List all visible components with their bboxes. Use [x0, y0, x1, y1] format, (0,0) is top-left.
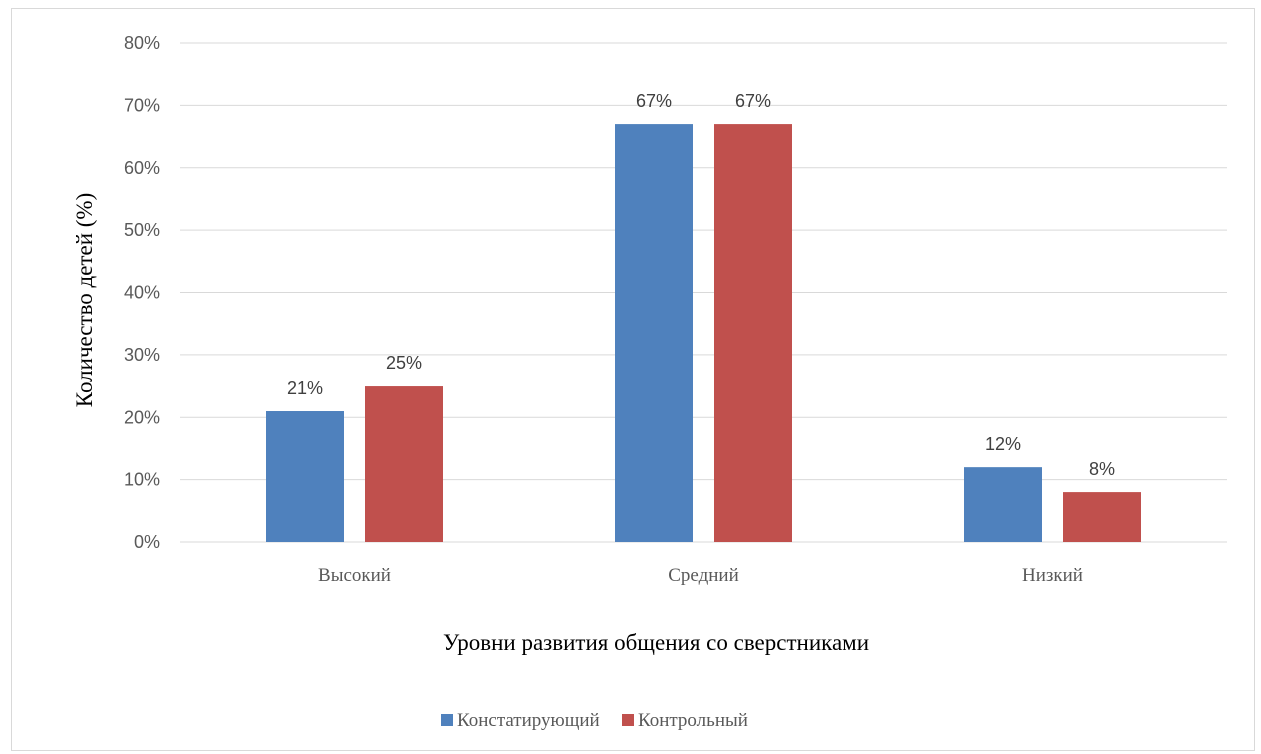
data-label: 67%	[735, 91, 771, 111]
legend-label: Констатирующий	[457, 710, 600, 731]
y-tick-label: 60%	[124, 158, 160, 178]
y-axis-title: Количество детей (%)	[72, 193, 97, 407]
y-tick-label: 80%	[124, 33, 160, 53]
y-tick-label: 50%	[124, 220, 160, 240]
x-category-label: Низкий	[1022, 565, 1083, 586]
legend-swatch	[441, 714, 453, 726]
data-label: 12%	[985, 434, 1021, 454]
y-tick-label: 70%	[124, 95, 160, 115]
y-tick-label: 10%	[124, 470, 160, 490]
bar	[615, 124, 693, 543]
bars	[266, 124, 1141, 543]
legend-label: Контрольный	[638, 710, 748, 731]
bar	[365, 386, 443, 542]
y-axis-ticks: 0% 10% 20% 30% 40% 50% 60% 70% 80%	[124, 33, 160, 552]
x-axis-title: Уровни развития общения со сверстниками	[443, 630, 869, 655]
bar	[714, 124, 792, 543]
data-label: 25%	[386, 353, 422, 373]
data-label: 21%	[287, 378, 323, 398]
y-tick-label: 40%	[124, 283, 160, 303]
x-category-label: Высокий	[318, 565, 391, 586]
data-labels: 21% 25% 67% 67% 12% 8%	[287, 91, 1115, 479]
bar	[964, 467, 1042, 542]
y-tick-label: 0%	[134, 532, 160, 552]
bar	[266, 411, 344, 542]
data-label: 8%	[1089, 459, 1115, 479]
y-tick-label: 20%	[124, 407, 160, 427]
y-tick-label: 30%	[124, 345, 160, 365]
data-label: 67%	[636, 91, 672, 111]
x-axis-categories: Высокий Средний Низкий	[318, 565, 1083, 586]
legend-swatch	[622, 714, 634, 726]
bar	[1063, 492, 1141, 542]
legend: Констатирующий Контрольный	[441, 710, 748, 731]
x-category-label: Средний	[668, 565, 739, 586]
gridlines	[180, 42, 1227, 543]
